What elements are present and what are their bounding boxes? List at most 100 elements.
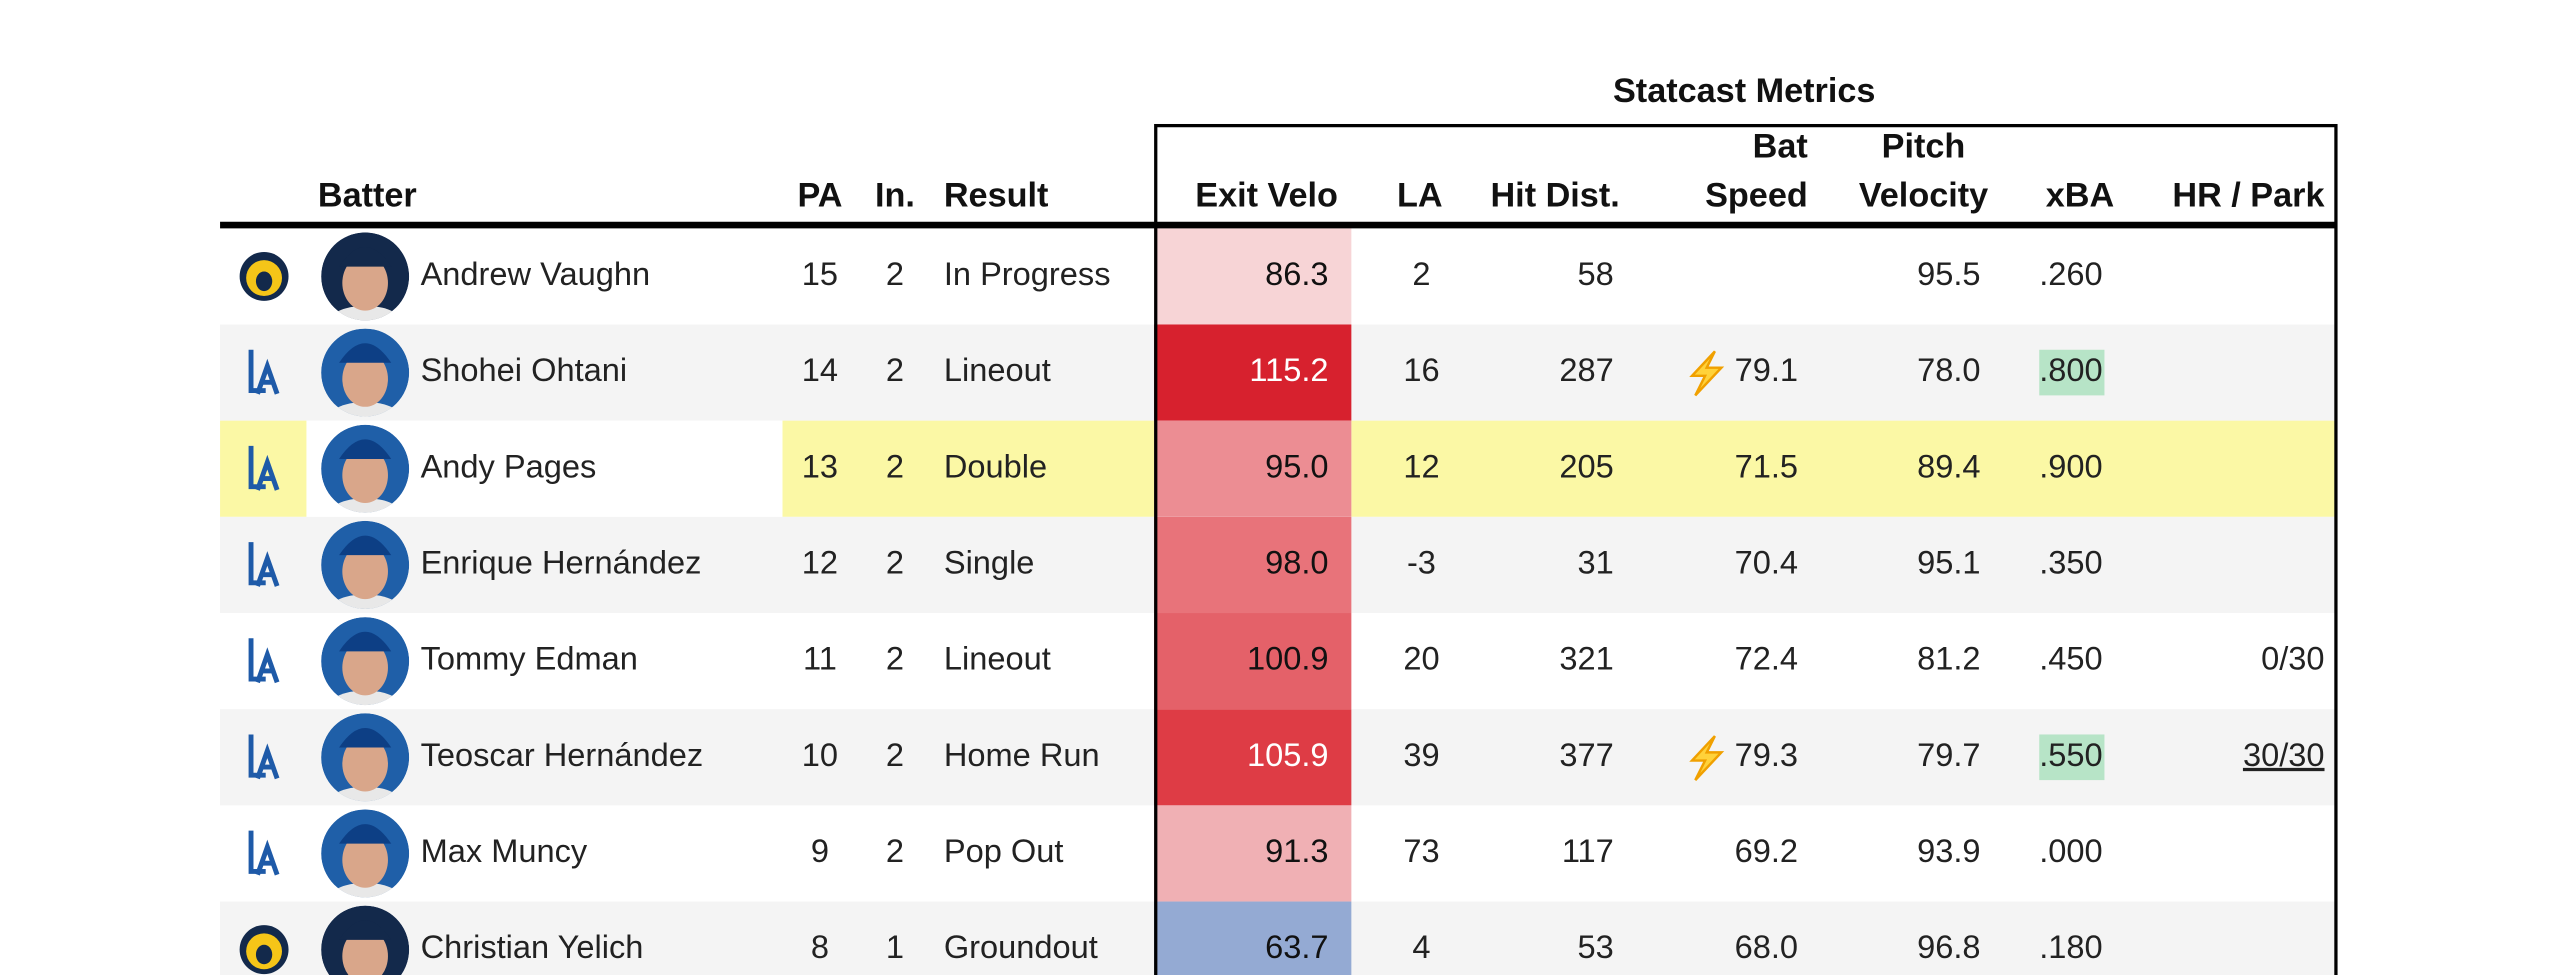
team-logo	[248, 349, 280, 395]
team-logo	[248, 542, 280, 587]
photo-cap	[339, 535, 392, 556]
inning: 2	[886, 832, 904, 869]
pitch-velocity: 96.8	[1917, 928, 1980, 965]
pitch-velocity: 79.7	[1917, 736, 1980, 773]
photo-cap	[339, 343, 392, 363]
photo-face	[342, 543, 388, 600]
launch-angle: -3	[1407, 544, 1436, 581]
pitch-velocity: 95.5	[1917, 255, 1980, 292]
col-header: Batter	[318, 176, 417, 214]
inning: 2	[886, 447, 904, 484]
bat-speed: 79.3	[1735, 736, 1798, 773]
launch-angle: 2	[1412, 255, 1430, 292]
player-photo	[321, 809, 410, 898]
batter-name: Andrew Vaughn	[421, 255, 651, 292]
xba: .900	[2039, 447, 2102, 484]
xba-highlight	[2039, 734, 2105, 781]
player-photo	[321, 905, 410, 975]
player-photo	[321, 232, 410, 321]
result: Pop Out	[944, 832, 1064, 869]
exit-velo-cell	[1154, 901, 1352, 975]
exit-velo: 98.0	[1265, 544, 1328, 581]
hr-park: 0/30	[2261, 640, 2324, 677]
col-header: Bat	[1753, 127, 1808, 165]
photo-cap	[339, 920, 392, 940]
metrics-box	[1154, 123, 2338, 975]
table-row: Teoscar Hernández 10 2 Home Run 105.9 39 377 79…	[220, 709, 2336, 806]
lightning-icon	[1689, 735, 1725, 781]
exit-velo: 100.9	[1247, 640, 1329, 677]
xba: .450	[2039, 640, 2102, 677]
hit-distance: 53	[1578, 928, 1614, 965]
photo-cap	[339, 247, 392, 267]
inning: 2	[886, 640, 904, 677]
pa: 14	[802, 351, 838, 388]
result: Groundout	[944, 928, 1098, 965]
team-logo-ball	[255, 944, 273, 965]
table-row: Tommy Edman 11 2 Lineout 100.9 20 321 72.4 81.2.…	[248, 613, 2325, 710]
photo-body	[326, 498, 405, 513]
exit-velo: 63.7	[1265, 928, 1328, 965]
lightning-icon	[1689, 350, 1725, 397]
col-header: LA	[1397, 176, 1443, 214]
hit-distance: 31	[1578, 544, 1614, 581]
photo-body	[326, 305, 405, 321]
photo-cap	[339, 439, 392, 459]
exit-velo: 95.0	[1265, 447, 1328, 484]
pa: 15	[802, 255, 838, 292]
pitch-velocity: 81.2	[1917, 640, 1980, 677]
photo-cap	[339, 631, 392, 652]
result: In Progress	[944, 255, 1111, 292]
col-header: In.	[875, 176, 915, 214]
xba: .550	[2039, 736, 2102, 773]
exit-velo-cell	[1154, 805, 1352, 902]
pa: 8	[811, 928, 829, 965]
col-header: HR / Park	[2172, 176, 2325, 214]
exit-velo: 91.3	[1265, 832, 1328, 869]
exit-velo-cell	[1154, 709, 1352, 806]
player-photo	[321, 328, 410, 417]
photo-face	[342, 255, 388, 311]
player-photo	[321, 424, 410, 513]
exit-velo-cell	[1154, 516, 1352, 614]
batter-name: Enrique Hernández	[421, 544, 702, 581]
row-highlight	[782, 420, 1155, 517]
team-logo	[248, 638, 280, 684]
photo-body	[326, 690, 405, 706]
table-row: Christian Yelich 8 1 Groundout 63.7 4 53 68.0 96…	[220, 901, 2336, 975]
photo-face	[342, 351, 388, 407]
exit-velo-cell	[1154, 420, 1352, 517]
team-logo	[248, 830, 280, 876]
table-row: Andy Pages 13 2 Double 95.0 12 205 71.5 89.4 .900	[220, 420, 2336, 517]
col-header: Result	[944, 176, 1049, 214]
bat-speed: 79.1	[1735, 351, 1798, 388]
team-logo	[248, 445, 280, 491]
table-row: Shohei Ohtani 14 2 Lineout 115.2 16 287 79.1 78.…	[220, 324, 2336, 421]
result: Home Run	[944, 736, 1100, 773]
batter-name: Shohei Ohtani	[421, 351, 628, 388]
pa: 10	[802, 736, 838, 773]
batter-name: Max Muncy	[421, 832, 588, 869]
xba: .000	[2039, 832, 2102, 869]
pa: 12	[802, 544, 838, 581]
hit-distance: 58	[1578, 255, 1614, 292]
exit-velo: 115.2	[1249, 351, 1328, 388]
result: Double	[944, 447, 1047, 484]
result: Lineout	[944, 640, 1051, 677]
inning: 2	[886, 736, 904, 773]
exit-velo: 86.3	[1265, 255, 1328, 292]
result: Single	[944, 544, 1035, 581]
bat-speed: 70.4	[1735, 544, 1798, 581]
batter-name: Andy Pages	[421, 447, 597, 484]
xba: .350	[2039, 544, 2102, 581]
pa: 9	[811, 832, 829, 869]
col-header: xBA	[2046, 176, 2114, 214]
bat-speed: 68.0	[1735, 928, 1798, 965]
photo-face	[342, 736, 388, 792]
photo-body	[326, 401, 405, 417]
col-header: PA	[797, 176, 842, 214]
col-header: Velocity	[1859, 176, 1988, 214]
photo-face	[342, 447, 388, 503]
photo-face	[342, 639, 388, 696]
